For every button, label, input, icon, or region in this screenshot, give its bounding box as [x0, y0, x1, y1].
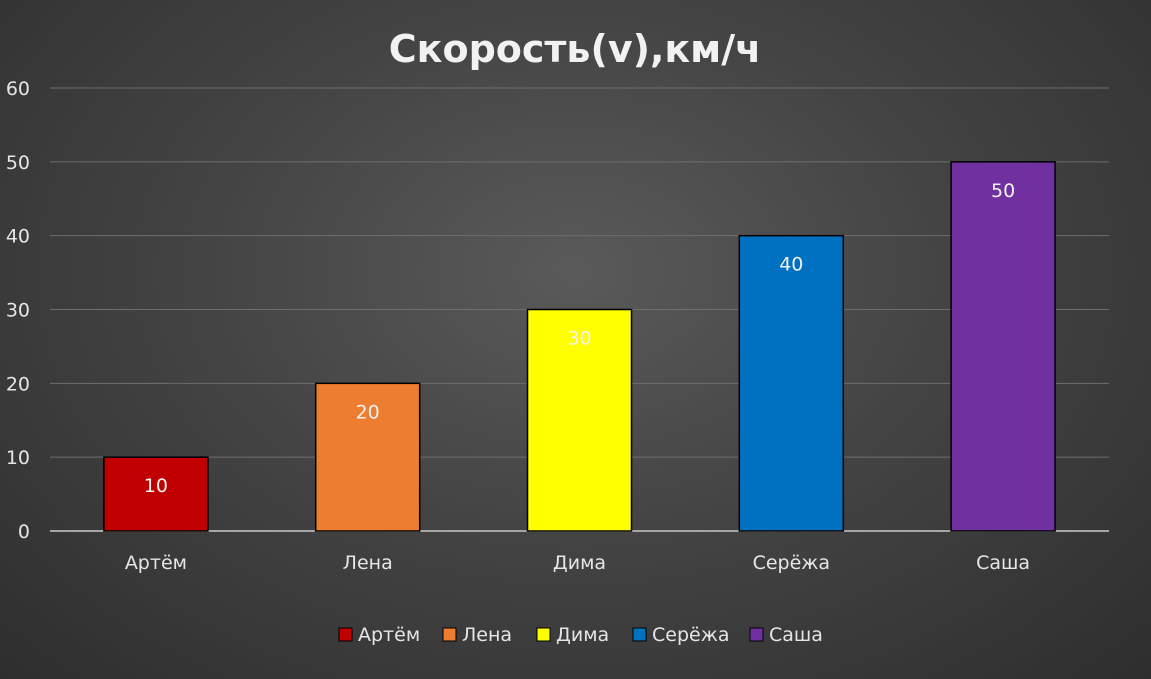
- legend: Артём Лена Дима Серёжа Саша: [338, 624, 823, 646]
- legend-swatch: [749, 627, 764, 642]
- x-tick-label: Саша: [976, 552, 1030, 574]
- data-label: 10: [144, 475, 168, 497]
- y-tick-label: 60: [6, 78, 30, 100]
- x-tick-label: Артём: [125, 552, 187, 574]
- bar: [526, 308, 633, 532]
- y-tick-label: 30: [6, 300, 30, 322]
- y-tick-label: 50: [6, 152, 30, 174]
- y-tick-label: 20: [6, 373, 30, 395]
- x-tick-label: Серёжа: [753, 552, 830, 574]
- legend-label: Серёжа: [652, 624, 729, 646]
- bar: [314, 382, 421, 532]
- legend-swatch: [536, 627, 551, 642]
- data-label: 30: [567, 328, 591, 350]
- bars: 10 20 30 40 50: [103, 161, 1056, 532]
- legend-label: Дима: [556, 624, 609, 646]
- legend-label: Саша: [769, 624, 823, 646]
- legend-label: Лена: [462, 624, 512, 646]
- x-axis: Артём Лена Дима Серёжа Саша: [125, 552, 1030, 574]
- y-tick-label: 10: [6, 447, 30, 469]
- chart-title: Скорость(v),км/ч: [389, 27, 761, 71]
- legend-swatch: [632, 627, 647, 642]
- y-tick-label: 40: [6, 226, 30, 248]
- bar: [950, 161, 1056, 532]
- legend-swatch: [442, 627, 457, 642]
- bar: [103, 456, 209, 532]
- data-label: 20: [356, 401, 380, 423]
- x-tick-label: Дима: [553, 552, 606, 574]
- data-label: 40: [779, 254, 803, 276]
- x-tick-label: Лена: [343, 552, 393, 574]
- legend-swatch: [338, 627, 353, 642]
- bar: [738, 234, 845, 532]
- legend-label: Артём: [358, 624, 420, 646]
- data-label: 50: [991, 180, 1015, 202]
- y-tick-label: 0: [18, 521, 30, 543]
